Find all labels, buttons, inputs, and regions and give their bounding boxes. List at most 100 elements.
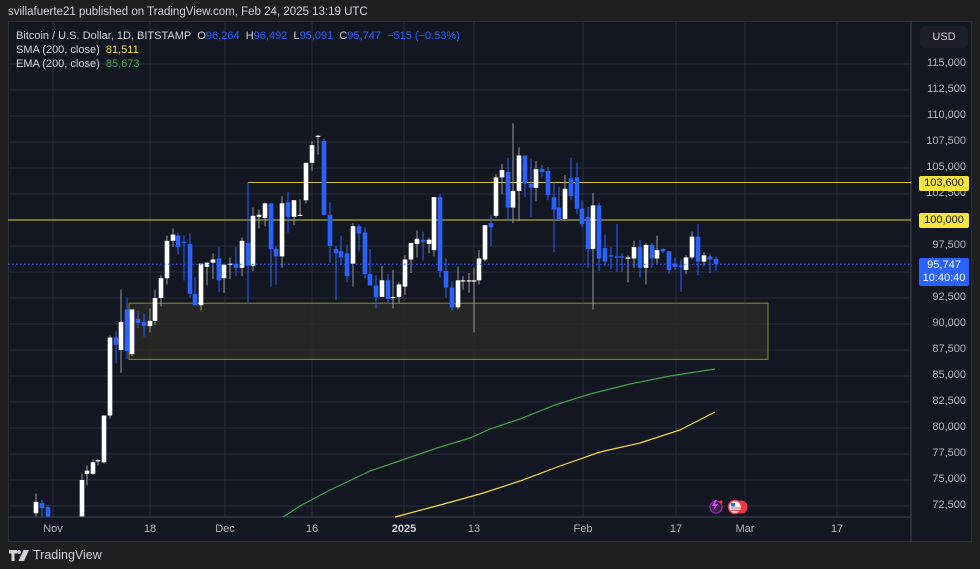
candle-up [95,460,101,462]
candle-down [551,197,557,210]
candle-down [321,140,327,215]
candle-up [210,259,216,263]
candle-up [101,415,107,463]
candle-up [460,280,466,282]
candle-up [476,258,482,281]
candle-down [619,256,625,258]
level-tag-100000: 100,000 [919,213,969,228]
price-tick-label: 112,500 [927,83,966,95]
candle-up [303,162,309,201]
candle-up [350,226,356,264]
candle-up [493,177,499,216]
candle-down [713,258,719,265]
publisher-attribution: svillafuerte21 published on TradingView.… [8,6,368,18]
candle-down [385,280,391,300]
time-tick-label: Feb [573,523,593,535]
candle-down [522,155,528,184]
candle-up [701,255,707,262]
time-tick-label: Mar [735,523,755,535]
candle-up [204,262,210,267]
candle-up [297,214,303,216]
symbol-name[interactable]: Bitcoin / U.S. Dollar, 1D, BITSTAMP [16,30,192,42]
price-tick-label: 82,500 [932,395,966,407]
low-value: 95,091 [299,30,334,42]
price-tick-label: 115,000 [927,57,966,69]
candle-down [420,239,426,242]
level-tag-103600: 103,600 [919,176,969,191]
time-tick-label: 2025 [391,523,417,535]
candle-down [637,247,643,268]
candle-down [556,207,562,219]
candle-down [333,249,339,254]
candle-down [141,321,147,327]
tradingview-brand[interactable]: TradingView [9,548,102,562]
candle-up [625,257,631,259]
candle-down [285,202,291,217]
candle-down [437,197,443,271]
open-label: O [197,30,206,42]
candle-down [135,318,141,323]
candle-up [510,190,516,208]
us-flag-canton [731,503,735,507]
candle-up [562,188,568,219]
candle-up [262,203,268,218]
candle-up [379,280,385,297]
ema-label: EMA (200, close) [16,58,100,70]
lightning-icon [712,500,718,511]
close-label: C [339,30,348,42]
candle-down [488,223,494,228]
time-tick-label: 16 [305,523,319,535]
candle-down [574,177,580,209]
candle-down [443,270,449,288]
candle-up [198,263,204,306]
change-value: −515 (−0.53%) [387,30,460,42]
candle-up [482,225,488,260]
candle-up [129,309,135,355]
last-price-value: 95,747 [927,259,961,271]
price-tick-label: 87,500 [932,343,966,355]
candle-up [221,264,227,279]
price-tick-label: 90,000 [932,317,966,329]
sma-200-line [394,411,716,518]
price-tick-label: 77,500 [932,447,966,459]
candle-up [590,205,596,250]
candle-up [227,263,233,265]
bar-countdown: 10:40:40 [922,272,966,284]
candlestick-chart[interactable] [8,21,972,542]
candle-down [602,248,608,262]
candle-up [90,462,96,474]
candle-up [431,197,437,251]
chart-legend: Bitcoin / U.S. Dollar, 1D, BITSTAMP O 96,… [16,29,460,71]
price-tick-label: 97,500 [932,239,966,251]
candle-down [649,244,655,259]
notification-dot-icon [719,500,723,504]
time-tick-label: 18 [143,523,157,535]
chart-panel[interactable] [8,21,972,542]
candle-up [516,155,522,191]
candle-up [147,320,153,327]
last-price-tag: 95,747 10:40:40 [919,258,969,286]
high-value: 96,492 [253,30,288,42]
candle-down [233,263,239,268]
low-label: L [293,30,300,42]
sma-row[interactable]: SMA (200, close) 81,511 [16,43,460,57]
candle-down [660,249,666,252]
ema-row[interactable]: EMA (200, close) 85,673 [16,57,460,71]
candle-up [291,200,297,217]
candle-up [499,170,505,178]
candle-down [707,256,713,260]
us-flag-icon [727,499,743,515]
ema-value: 85,673 [105,58,140,70]
candle-up [402,259,408,287]
candle-down [505,172,511,208]
candle-down [545,171,551,196]
candle-up [239,240,245,268]
candle-down [175,235,181,248]
brand-name: TradingView [33,548,102,562]
currency-button[interactable]: USD [920,26,968,48]
candle-up [408,242,414,260]
candle-down [579,208,585,225]
candle-down [273,249,279,257]
candle-down [695,236,701,262]
candle-down [666,251,672,270]
